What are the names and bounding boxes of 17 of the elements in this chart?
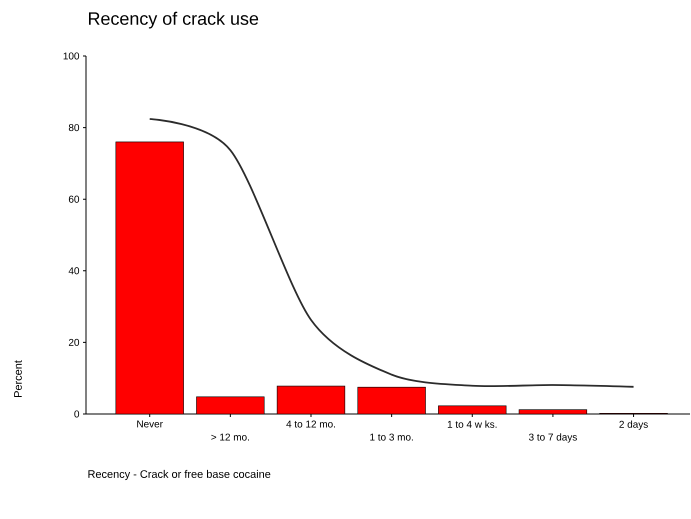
y-tick-label: 100 [64, 52, 80, 60]
x-tick-label: 4 to 12 mo. [286, 420, 335, 428]
x-tick-label: 3 to 7 days [528, 433, 577, 443]
x-tick-label: Never [137, 420, 163, 428]
line-series [148, 118, 634, 388]
x-tick-label: 2 days [619, 420, 648, 430]
y-axis-title: Percent [14, 360, 22, 397]
y-tick-label: 60 [68, 196, 80, 203]
y-tick-label: 40 [68, 267, 80, 274]
x-tick-label: > 12 mo. [211, 434, 249, 441]
x-axis-title: Recency - Crack or free base cocaine [88, 470, 270, 480]
x-tick-label: 1 to 3 mo. [370, 434, 413, 441]
x-tick-label: 1 to 4 w ks. [448, 420, 497, 428]
y-tick-label: 0 [74, 410, 80, 418]
y-tick-label: 20 [68, 338, 80, 346]
y-tick-label: 80 [68, 124, 80, 132]
chart-title: Recency of crack use [88, 12, 258, 28]
